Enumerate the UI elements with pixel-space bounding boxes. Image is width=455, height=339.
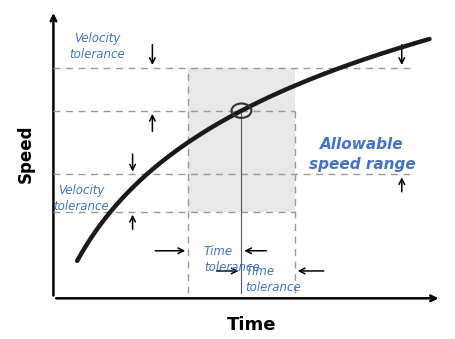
Text: Time: Time bbox=[227, 316, 276, 334]
Text: Speed: Speed bbox=[17, 125, 35, 183]
Text: Time
tolerance: Time tolerance bbox=[204, 245, 260, 274]
Text: Velocity
tolerance: Velocity tolerance bbox=[69, 32, 125, 61]
Text: Velocity
tolerance: Velocity tolerance bbox=[53, 184, 109, 214]
Bar bbox=[188, 68, 295, 212]
Text: Time
tolerance: Time tolerance bbox=[245, 265, 301, 294]
Text: Allowable
speed range: Allowable speed range bbox=[309, 137, 415, 172]
